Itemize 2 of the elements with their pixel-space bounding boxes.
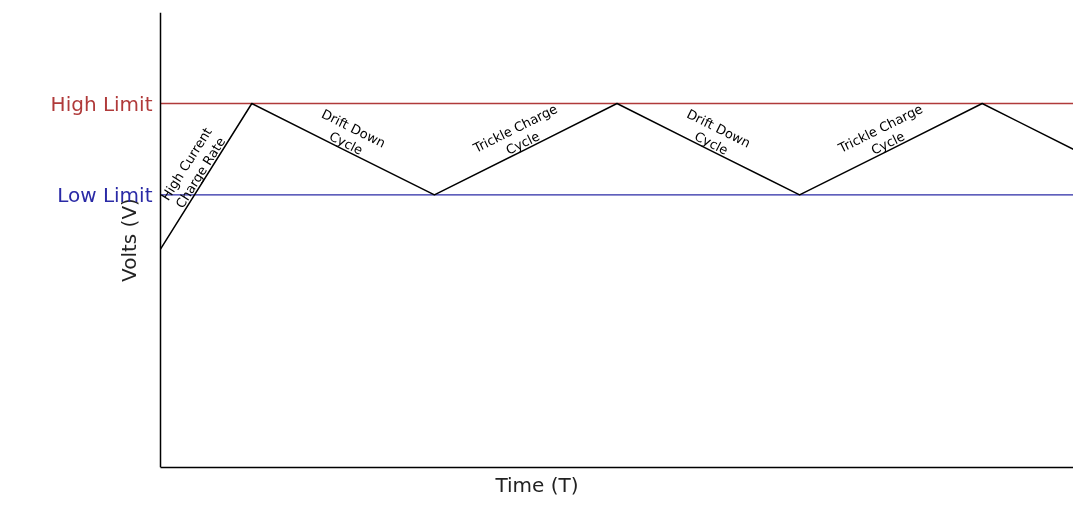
x-axis-title: Time (T) <box>494 472 579 497</box>
ref-line-label: High Limit <box>50 91 153 116</box>
